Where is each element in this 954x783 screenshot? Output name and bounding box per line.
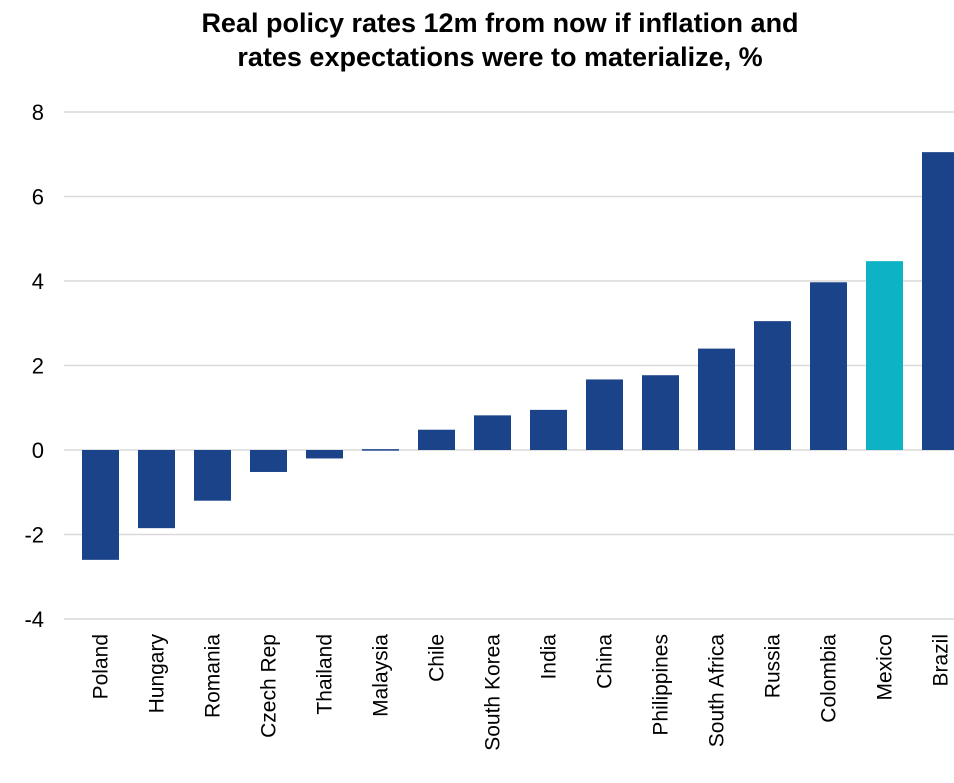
x-category-label: Colombia (818, 634, 841, 723)
bar-india (530, 409, 567, 450)
y-tick-label: 2 (32, 354, 44, 379)
bar-poland (82, 450, 119, 560)
x-category-label: Romania (202, 634, 225, 718)
chart-title-line-2: rates expectations were to materialize, … (237, 42, 763, 72)
y-tick-label: 4 (32, 269, 44, 294)
y-tick-label: 8 (32, 100, 44, 125)
x-category-label: Hungary (146, 634, 169, 714)
chart-title: Real policy rates 12m from now if inflat… (100, 6, 900, 74)
y-tick-label: -4 (24, 607, 44, 632)
bar-mexico (866, 261, 903, 450)
x-axis-category-labels: Poland Hungary Romania Czech Rep Thailand Mal… (90, 634, 953, 751)
y-tick-label: 6 (32, 185, 44, 210)
x-category-label: Russia (762, 634, 785, 699)
x-category-label: Philippines (650, 634, 673, 736)
x-category-label: Czech Rep (258, 634, 281, 738)
bar-chile (418, 429, 455, 450)
bar-brazil (922, 152, 954, 450)
y-tick-label: 0 (32, 438, 44, 463)
bar-russia (754, 321, 791, 450)
bar-south-korea (474, 415, 511, 450)
bar-south-africa (698, 348, 735, 450)
x-category-label: Poland (90, 634, 113, 699)
x-category-label: Mexico (874, 634, 897, 701)
x-category-label: Thailand (314, 634, 337, 715)
x-category-label: China (594, 634, 617, 689)
y-axis-tick-labels: -4 -2 0 2 4 6 8 (24, 100, 44, 632)
chart-title-line-1: Real policy rates 12m from now if inflat… (201, 8, 799, 38)
bar-romania (194, 450, 231, 501)
bar-thailand (306, 450, 343, 459)
bar-colombia (810, 282, 847, 450)
bars (82, 152, 954, 560)
bar-china (586, 379, 623, 450)
x-category-label: Chile (426, 634, 449, 682)
bar-malaysia (362, 449, 399, 451)
x-category-label: South Africa (706, 634, 729, 748)
y-tick-label: -2 (24, 523, 44, 548)
bar-hungary (138, 450, 175, 529)
bar-czech-rep (250, 450, 287, 472)
x-category-label: India (538, 634, 561, 680)
x-category-label: Brazil (930, 634, 953, 687)
x-category-label: Malaysia (370, 634, 393, 717)
x-category-label: South Korea (482, 634, 505, 751)
bar-philippines (642, 375, 679, 450)
